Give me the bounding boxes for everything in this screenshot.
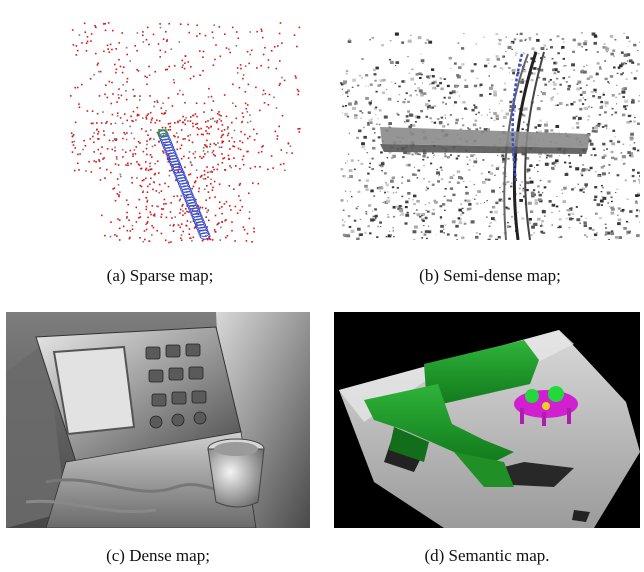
sparse-map-image	[10, 12, 310, 250]
caption-a: (a) Sparse map;	[106, 266, 214, 285]
semantic-sofa	[364, 340, 539, 487]
semi-dense-trajectory	[511, 53, 524, 183]
caption-c: (c) Dense map;	[106, 546, 210, 565]
semantic-table	[514, 386, 578, 426]
semi-dense-map-image	[340, 32, 640, 240]
caption-d: (d) Semantic map.	[424, 546, 550, 565]
sparse-map-plot	[70, 22, 301, 244]
semantic-map-image	[334, 312, 640, 528]
dense-map-image	[6, 312, 310, 528]
caption-b: (b) Semi-dense map;	[419, 266, 561, 285]
